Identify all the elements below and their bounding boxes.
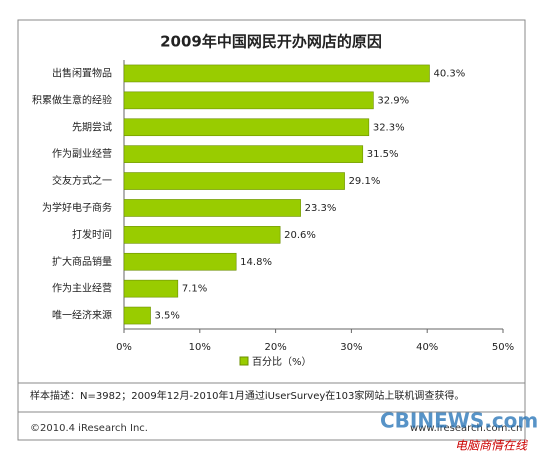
bar <box>123 172 345 190</box>
x-tick-label: 40% <box>416 342 438 353</box>
y-tick-label: 扩大商品销量 <box>52 255 112 268</box>
value-label: 20.6% <box>284 230 316 241</box>
y-tick-label: 为学好电子商务 <box>42 201 112 214</box>
y-tick-label: 作为副业经营 <box>52 147 112 160</box>
watermark: CBINEWS.com <box>380 409 538 433</box>
y-tick-label: 打发时间 <box>72 228 112 241</box>
value-label: 23.3% <box>305 203 337 214</box>
y-tick-label: 出售闲置物品 <box>52 66 112 79</box>
bar <box>123 279 179 298</box>
bar <box>123 226 281 244</box>
value-label: 40.3% <box>433 68 465 79</box>
value-label: 31.5% <box>367 149 399 160</box>
bar <box>123 306 151 325</box>
bar <box>123 145 364 163</box>
x-tick-label: 0% <box>116 342 132 353</box>
x-tick-label: 20% <box>264 342 286 353</box>
value-label: 14.8% <box>240 257 272 268</box>
value-label: 3.5% <box>155 311 180 322</box>
x-tick-label: 10% <box>189 342 211 353</box>
source: ©2010.4 iResearch Inc. <box>30 423 148 434</box>
y-tick-label: 唯一经济来源 <box>52 309 112 322</box>
bar <box>123 252 237 271</box>
value-label: 29.1% <box>349 176 381 187</box>
bar <box>123 118 370 137</box>
y-tick-label: 作为主业经营 <box>52 282 112 295</box>
watermark-sub: 电脑商情在线 <box>455 439 528 453</box>
note: 样本描述：N=3982；2009年12月-2010年1月通过iUserSurve… <box>30 389 464 402</box>
x-tick-label: 30% <box>340 342 362 353</box>
bar <box>123 91 374 110</box>
website: www.iresearch.com.cn <box>410 423 522 434</box>
value-label: 7.1% <box>182 284 207 295</box>
legend-swatch <box>239 356 249 366</box>
value-label: 32.3% <box>373 122 405 133</box>
y-tick-label: 积累做生意的经验 <box>32 93 112 106</box>
legend-label: 百分比（%） <box>252 356 312 368</box>
bar <box>123 199 301 217</box>
chart-title: 2009年中国网民开办网店的原因 <box>160 33 382 51</box>
value-label: 32.9% <box>377 95 409 106</box>
x-tick-label: 50% <box>492 342 514 353</box>
bar <box>123 64 430 83</box>
y-tick-label: 先期尝试 <box>72 120 112 133</box>
y-tick-label: 交友方式之一 <box>52 174 112 187</box>
